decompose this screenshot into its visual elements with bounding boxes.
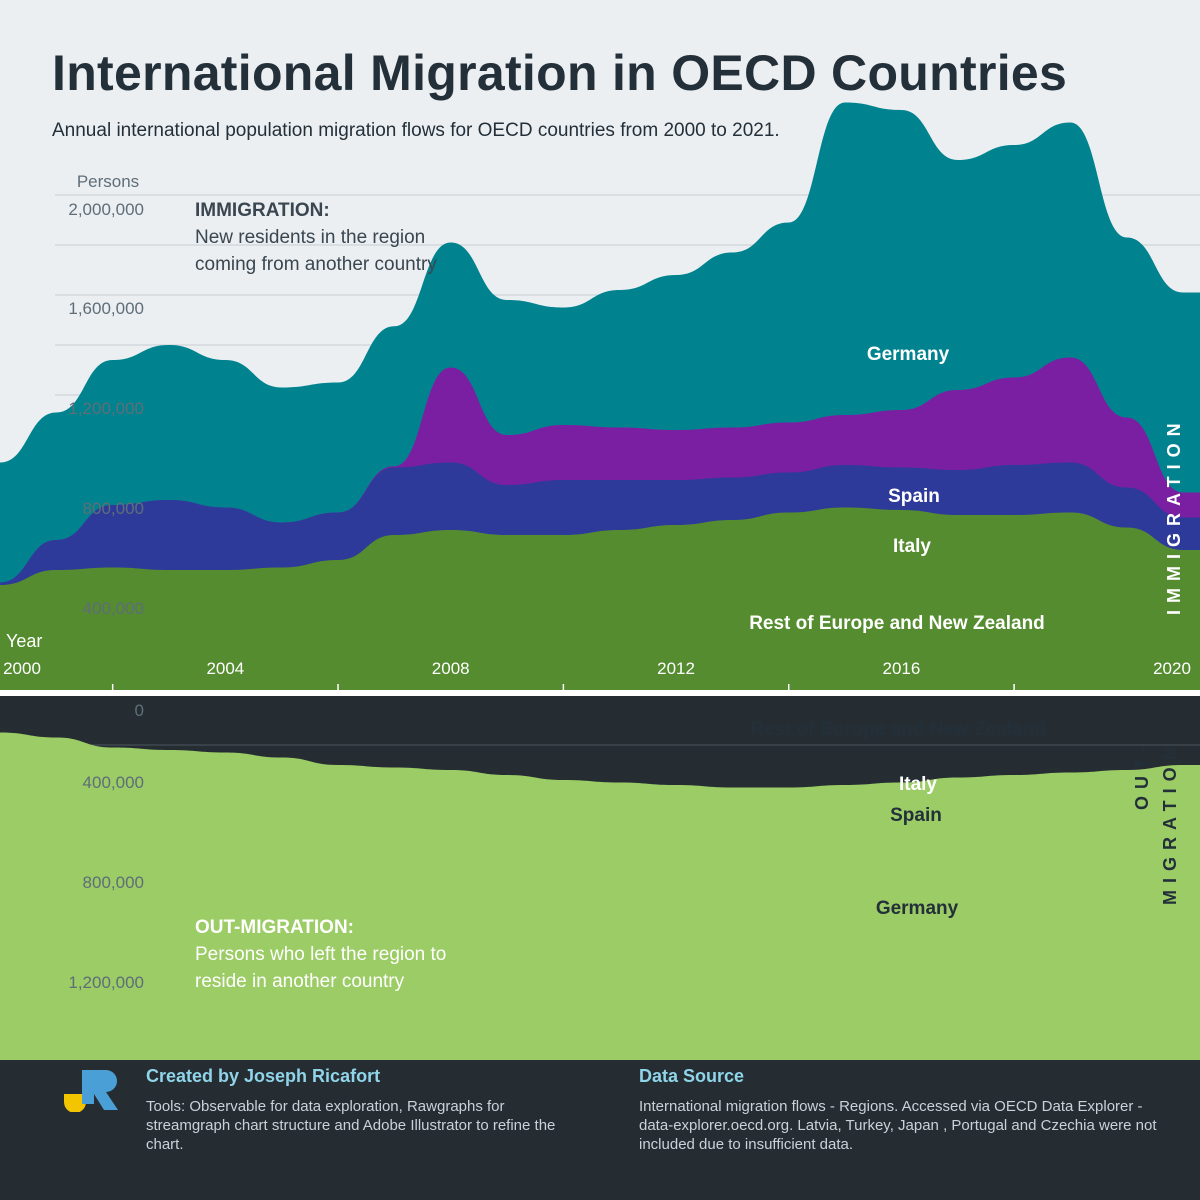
out-migration-label: OUT-MIGRATION: Persons who left the regi…	[195, 917, 446, 992]
credit-title: Created by Joseph Ricafort	[146, 1066, 381, 1086]
immigration-label-title: IMMIGRATION:	[195, 200, 330, 221]
area-rest-of-europe-and-new-zealand	[0, 507, 1200, 690]
y-tick-label: 1,200,000	[68, 973, 144, 992]
x-axis-ticks: 2000 2004 2008 2012 2016 2020	[3, 659, 1191, 690]
x-tick-label: 2012	[657, 659, 695, 678]
immigration-side-label: IMMIGRATION	[1164, 416, 1184, 615]
y-tick-label: 800,000	[83, 873, 144, 892]
x-axis-title: Year	[6, 631, 42, 651]
axis-divider	[0, 690, 1200, 696]
data-source-text: International migration flows - Regions.…	[639, 1098, 1157, 1153]
out-migration-label-line-2: reside in another country	[195, 971, 405, 992]
out-migration-areas	[0, 732, 1200, 1060]
author-logo	[64, 1070, 118, 1112]
data-source-title: Data Source	[639, 1066, 745, 1086]
immigration-label-line-2: coming from another country	[195, 254, 437, 275]
out-migration-label-line-1: Persons who left the region to	[195, 944, 446, 965]
series-label-germany: Germany	[876, 898, 959, 919]
page-title: International Migration in OECD Countrie…	[52, 45, 1068, 101]
series-label-italy: Italy	[899, 774, 937, 795]
x-tick-label: 2000	[3, 659, 41, 678]
credit-block: Created by Joseph Ricafort Tools: Observ…	[146, 1066, 586, 1154]
out-migration-label-title: OUT-MIGRATION:	[195, 917, 354, 938]
series-label-rest-of-europe: Rest of Europe and New Zealand	[750, 719, 1046, 740]
x-tick-label: 2004	[206, 659, 244, 678]
y-tick-label: 1,600,000	[68, 299, 144, 318]
y-tick-label: 800,000	[83, 499, 144, 518]
x-tick-label: 2016	[882, 659, 920, 678]
out-migration-y-ticks: 0 400,000 800,000 1,200,000	[68, 701, 144, 992]
area-rest-of-europe-and-new-zealand	[0, 732, 1200, 1060]
migration-streamgraph: Persons 2,000,000 1,600,000 1,200,000 80…	[0, 102, 1200, 1060]
series-label-germany: Germany	[867, 344, 950, 365]
credit-text: Tools: Observable for data exploration, …	[146, 1098, 556, 1153]
immigration-label: IMMIGRATION: New residents in the region…	[195, 200, 437, 275]
series-label-spain: Spain	[888, 486, 940, 507]
x-tick-label: 2020	[1153, 659, 1191, 678]
immigration-areas	[0, 102, 1200, 690]
y-tick-label: 0	[135, 701, 144, 720]
y-tick-label: 400,000	[83, 599, 144, 618]
immigration-label-line-1: New residents in the region	[195, 227, 425, 248]
series-label-spain: Spain	[890, 805, 942, 826]
series-label-italy: Italy	[893, 536, 931, 557]
immigration-y-ticks: 2,000,000 1,600,000 1,200,000 800,000 40…	[68, 200, 144, 618]
out-migration-side-label: OUT-	[1132, 739, 1152, 810]
y-tick-label: 2,000,000	[68, 200, 144, 219]
y-tick-label: 1,200,000	[68, 399, 144, 418]
out-migration-side-label: MIGRATION	[1160, 740, 1180, 905]
x-tick-label: 2008	[432, 659, 470, 678]
page-subtitle: Annual international population migratio…	[52, 120, 780, 141]
data-source-block: Data Source International migration flow…	[639, 1066, 1159, 1154]
series-label-rest-of-europe: Rest of Europe and New Zealand	[749, 613, 1045, 634]
y-axis-title: Persons	[77, 172, 139, 191]
y-tick-label: 400,000	[83, 773, 144, 792]
